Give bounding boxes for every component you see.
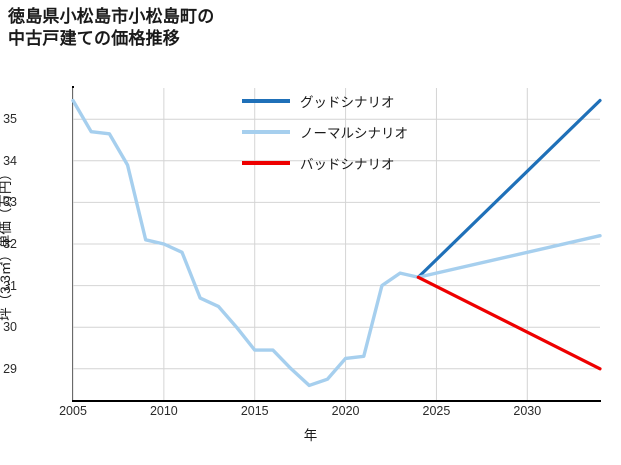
y-tick-label: 35	[3, 112, 17, 127]
chart-legend: グッドシナリオ ノーマルシナリオ バッドシナリオ	[242, 92, 408, 172]
x-tick-label: 2030	[513, 404, 542, 418]
legend-label: バッドシナリオ	[300, 157, 395, 172]
x-tick-label: 2005	[59, 404, 87, 418]
y-tick-label: 34	[3, 153, 17, 168]
legend-color-swatch	[242, 130, 290, 134]
y-tick-label: 32	[3, 237, 17, 251]
page-title: 徳島県小松島市小松島町の 中古戸建ての価格推移	[8, 7, 215, 49]
legend-item[interactable]: ノーマルシナリオ	[242, 123, 408, 141]
y-tick-label: 31	[3, 278, 17, 293]
series-グッドシナリオ	[416, 98, 602, 279]
x-tick-label: 2020	[331, 404, 360, 418]
y-tick-label: 33	[3, 195, 17, 210]
series-実績（ノーマルシナリオ継続）	[71, 98, 420, 388]
legend-item[interactable]: バッドシナリオ	[242, 154, 408, 172]
series-lines	[71, 98, 602, 388]
legend-label: グッドシナリオ	[300, 95, 395, 110]
y-tick-label: 30	[3, 320, 17, 335]
series-ノーマルシナリオ	[416, 233, 602, 279]
plot-area	[71, 88, 602, 400]
x-axis-line	[72, 400, 601, 402]
legend-label: ノーマルシナリオ	[300, 126, 408, 141]
x-axis-title: 年	[303, 428, 318, 443]
gridlines	[72, 88, 600, 400]
legend-color-swatch	[242, 161, 290, 165]
x-tick-label: 2025	[422, 404, 451, 418]
x-tick-label: 2015	[240, 404, 269, 418]
legend-color-swatch	[242, 99, 290, 103]
series-バッドシナリオ	[416, 275, 602, 371]
y-axis-title: 坪（3.3㎡）単価（万円）	[0, 167, 13, 321]
legend-item[interactable]: グッドシナリオ	[242, 92, 408, 110]
y-tick-label: 29	[3, 361, 17, 376]
x-tick-label: 2010	[149, 404, 178, 418]
